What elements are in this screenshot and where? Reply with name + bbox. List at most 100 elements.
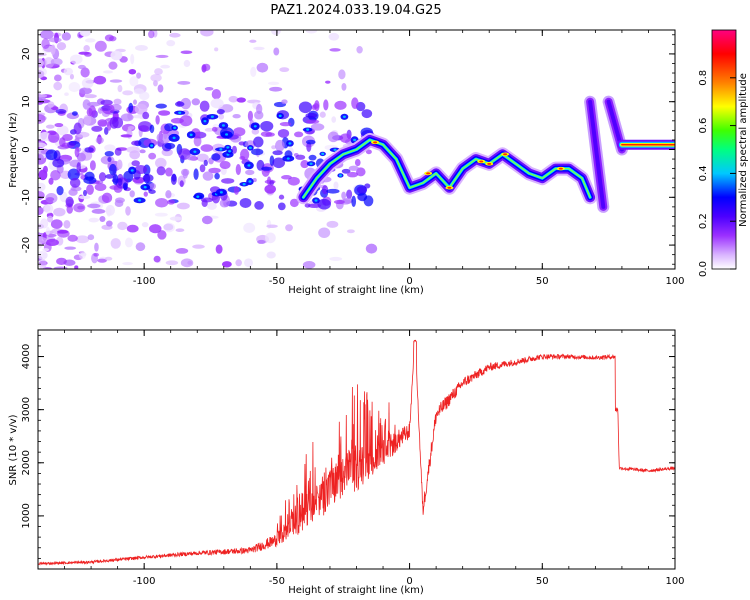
spectrogram-blob: [38, 113, 46, 124]
spectrogram-blob: [169, 216, 183, 221]
spectrogram-blob: [56, 125, 69, 136]
spectrogram-blob: [288, 142, 292, 145]
spectrogram-blob: [68, 82, 81, 93]
spectrogram-blob: [248, 146, 252, 150]
spectrogram-blob: [353, 138, 357, 142]
y-tick-label: 20: [21, 48, 32, 61]
spectrogram-blob: [308, 154, 317, 161]
spectrogram-blob: [279, 67, 290, 73]
spectrogram-blob: [84, 94, 97, 99]
spectrogram-blob: [83, 176, 97, 185]
y-tick-label: -20: [21, 237, 32, 253]
spectrogram-blob: [54, 74, 62, 82]
y-tick-label: 10: [21, 95, 32, 108]
spectrogram-blob: [334, 100, 347, 110]
spectrogram-blob: [173, 126, 177, 130]
spectrogram-blob: [79, 87, 92, 95]
spectrogram-blob: [38, 153, 44, 164]
y-tick-label: 3000: [21, 397, 32, 422]
spectrogram-blob: [126, 224, 139, 233]
spectrogram-blob: [138, 199, 142, 202]
spectrogram-blob: [40, 30, 54, 40]
spectrogram-blob: [211, 153, 221, 161]
spectrogram-blob: [310, 123, 325, 131]
spectrogram-blob: [251, 128, 260, 135]
snr-x-ticks: -100 -50 0 50 100: [37, 330, 685, 587]
spectrogram-blob: [143, 191, 148, 197]
spectrogram-blob: [278, 194, 285, 200]
spectrogram-blob: [56, 42, 67, 51]
spectrogram-peak: [447, 186, 452, 189]
spectrogram-blob: [180, 97, 191, 110]
spectrogram-blob: [65, 196, 74, 207]
spectrogram-blob: [242, 183, 246, 186]
spectrogram-blob: [117, 84, 123, 93]
spectrogram-blob: [47, 215, 53, 223]
spectrogram-blob: [104, 127, 109, 135]
spectrogram-blob: [109, 36, 117, 42]
spectrogram-blob: [67, 234, 78, 242]
spectrogram-blob: [78, 195, 91, 200]
spectrogram-blob: [254, 201, 264, 210]
spectrogram-blob: [94, 242, 99, 252]
spectrogram-blob: [44, 103, 58, 114]
spectrogram-blob: [271, 30, 281, 36]
spectrogram-blob: [38, 250, 48, 260]
spectrogram-blob: [38, 142, 47, 148]
spectrogram-blob: [104, 256, 113, 261]
spectrogram-blob: [240, 148, 250, 161]
spectrogram-blob: [204, 127, 214, 132]
x-tick-label: -100: [133, 576, 156, 587]
spectrogram-blob: [329, 48, 341, 52]
spectrogram-blob: [155, 103, 167, 109]
spectrogram-blob: [348, 165, 359, 171]
spectrogram-blob: [64, 92, 69, 97]
spectrogram-blob: [228, 150, 232, 153]
spectrogram-blob: [73, 203, 86, 213]
x-tick-label: 0: [406, 276, 412, 287]
spectrogram-blob: [175, 101, 185, 107]
spectrogram-blob: [233, 127, 246, 137]
spectrogram-blob: [323, 99, 329, 111]
spectrogram-blob: [83, 189, 88, 197]
spectrogram-blob: [326, 188, 340, 194]
spectrogram-blob: [88, 105, 96, 117]
spectrogram-blob: [196, 195, 200, 198]
y-tick-label: 2000: [21, 450, 32, 475]
spectrogram-blob: [221, 124, 225, 127]
spectrogram-blob: [267, 81, 280, 86]
spectrogram-blob: [214, 47, 219, 52]
spectrogram-blob: [233, 186, 240, 195]
spectrogram-blob: [302, 260, 316, 269]
spectrogram-blob: [142, 111, 150, 120]
spectrogram-blob: [231, 145, 237, 154]
spectrogram-blob: [253, 136, 264, 148]
spectrogram-blob: [75, 235, 90, 244]
spectrogram-blob: [180, 50, 193, 54]
spectrogram-blob: [261, 166, 273, 171]
spectrogram-blob: [244, 258, 253, 268]
spectrogram-blob: [256, 62, 269, 73]
spectrogram-heat: [38, 30, 675, 269]
spectrogram-blob: [132, 99, 138, 105]
spectrogram-blob: [78, 51, 90, 55]
spectrogram-blob: [38, 223, 45, 230]
snr-y-ticks: 1000 2000 3000 4000: [21, 334, 675, 570]
spectrogram-blob: [148, 30, 155, 39]
spectrogram-blob: [221, 261, 232, 268]
x-tick-label: 50: [536, 276, 549, 287]
spectrogram-blob: [91, 125, 103, 132]
spectrogram-blob: [52, 158, 65, 168]
spectrogram-blob: [77, 64, 86, 70]
spectrogram-blob: [45, 193, 58, 204]
spectrogram-blob: [338, 174, 342, 177]
spectrogram-blob: [53, 207, 66, 217]
spectrogram-blob: [253, 46, 265, 51]
spectrogram-blob: [211, 88, 222, 100]
spectrogram-blob: [155, 115, 160, 125]
spectrogram-blob: [277, 129, 290, 138]
snr-plot-area: [38, 330, 675, 569]
spectrogram-blob: [48, 131, 60, 143]
spectrogram-blob: [179, 115, 193, 127]
